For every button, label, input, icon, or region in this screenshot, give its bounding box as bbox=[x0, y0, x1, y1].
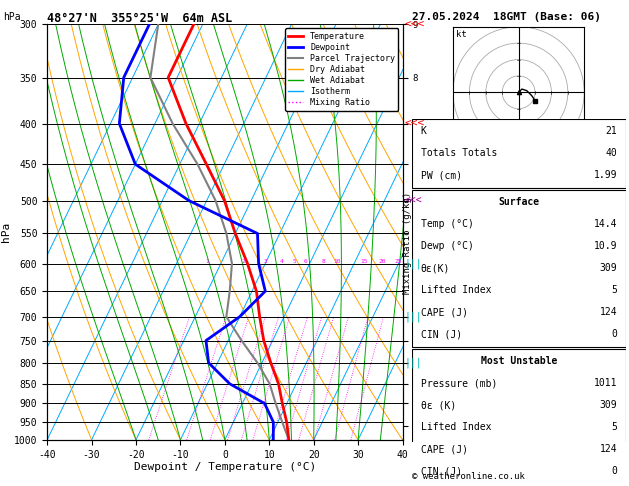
Y-axis label: hPa: hPa bbox=[1, 222, 11, 242]
Text: 309: 309 bbox=[599, 400, 617, 410]
Text: kt: kt bbox=[456, 30, 467, 38]
X-axis label: Dewpoint / Temperature (°C): Dewpoint / Temperature (°C) bbox=[134, 462, 316, 472]
Text: θε(K): θε(K) bbox=[421, 263, 450, 274]
Text: 1: 1 bbox=[206, 259, 209, 263]
Text: 5: 5 bbox=[611, 422, 617, 433]
Text: 1011: 1011 bbox=[594, 379, 617, 388]
Text: 0: 0 bbox=[611, 330, 617, 339]
Text: 10.9: 10.9 bbox=[594, 242, 617, 251]
Text: Totals Totals: Totals Totals bbox=[421, 148, 497, 158]
Text: |||: ||| bbox=[404, 258, 422, 269]
Text: 40: 40 bbox=[606, 148, 617, 158]
Text: 15: 15 bbox=[360, 259, 367, 263]
Text: Most Unstable: Most Unstable bbox=[481, 356, 557, 366]
Text: 48°27'N  355°25'W  64m ASL: 48°27'N 355°25'W 64m ASL bbox=[47, 12, 233, 25]
Text: 20: 20 bbox=[379, 259, 386, 263]
Text: K: K bbox=[421, 126, 426, 137]
Text: 4: 4 bbox=[280, 259, 284, 263]
Text: 5: 5 bbox=[293, 259, 297, 263]
Text: <<<: <<< bbox=[404, 195, 422, 206]
Text: Dewp (°C): Dewp (°C) bbox=[421, 242, 474, 251]
Text: 124: 124 bbox=[599, 307, 617, 317]
Text: <<<: <<< bbox=[404, 119, 425, 129]
Bar bbox=[412, 190, 626, 347]
Text: 6: 6 bbox=[304, 259, 308, 263]
Text: |||: ||| bbox=[404, 312, 422, 322]
Text: hPa: hPa bbox=[3, 12, 21, 22]
Text: © weatheronline.co.uk: © weatheronline.co.uk bbox=[412, 472, 525, 481]
Text: 309: 309 bbox=[599, 263, 617, 274]
Legend: Temperature, Dewpoint, Parcel Trajectory, Dry Adiabat, Wet Adiabat, Isotherm, Mi: Temperature, Dewpoint, Parcel Trajectory… bbox=[285, 29, 398, 111]
Text: 0: 0 bbox=[611, 467, 617, 476]
Text: CIN (J): CIN (J) bbox=[421, 467, 462, 476]
Text: Pressure (mb): Pressure (mb) bbox=[421, 379, 497, 388]
Text: 124: 124 bbox=[599, 444, 617, 454]
Text: 1.99: 1.99 bbox=[594, 170, 617, 180]
Text: CAPE (J): CAPE (J) bbox=[421, 444, 467, 454]
Text: 8: 8 bbox=[321, 259, 325, 263]
Bar bbox=[412, 349, 626, 484]
Text: CIN (J): CIN (J) bbox=[421, 330, 462, 339]
Text: <<<: <<< bbox=[404, 19, 425, 29]
Text: Lifted Index: Lifted Index bbox=[421, 422, 491, 433]
Bar bbox=[412, 119, 626, 188]
Text: CAPE (J): CAPE (J) bbox=[421, 307, 467, 317]
Text: Lifted Index: Lifted Index bbox=[421, 285, 491, 295]
Text: Surface: Surface bbox=[498, 197, 540, 208]
Text: 27.05.2024  18GMT (Base: 06): 27.05.2024 18GMT (Base: 06) bbox=[412, 12, 601, 22]
Text: 21: 21 bbox=[606, 126, 617, 137]
Text: |||: ||| bbox=[404, 358, 422, 368]
Text: PW (cm): PW (cm) bbox=[421, 170, 462, 180]
Text: Mixing Ratio (g/kg): Mixing Ratio (g/kg) bbox=[403, 192, 412, 294]
Text: 2: 2 bbox=[242, 259, 245, 263]
Text: 3: 3 bbox=[264, 259, 267, 263]
Text: 5: 5 bbox=[611, 285, 617, 295]
Text: Temp (°C): Temp (°C) bbox=[421, 220, 474, 229]
Text: 10: 10 bbox=[333, 259, 341, 263]
Text: 25: 25 bbox=[394, 259, 402, 263]
Text: 14.4: 14.4 bbox=[594, 220, 617, 229]
Y-axis label: km
ASL: km ASL bbox=[430, 223, 452, 241]
Text: θε (K): θε (K) bbox=[421, 400, 456, 410]
